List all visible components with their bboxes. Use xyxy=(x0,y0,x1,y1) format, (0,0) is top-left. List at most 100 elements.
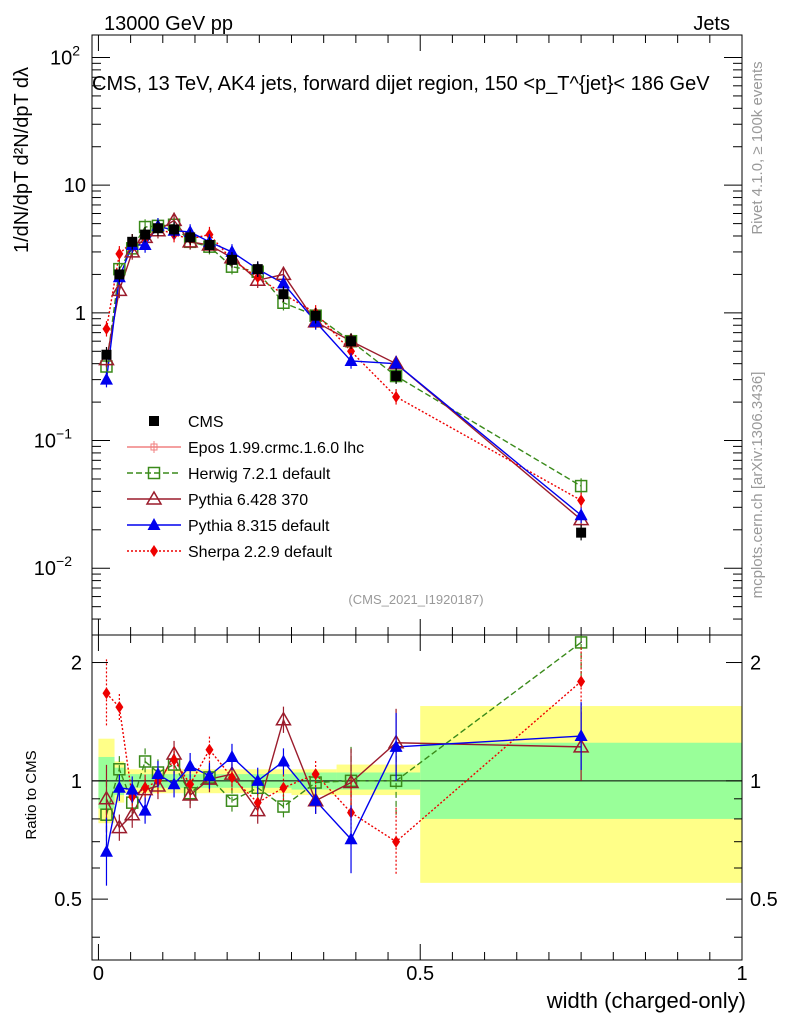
point-sherpa-2-2-9-default xyxy=(102,322,111,335)
point-sherpa-2-2-9-default xyxy=(115,247,124,260)
point-cms xyxy=(114,269,125,280)
ratio-point-pythia-6-428-370 xyxy=(249,802,267,817)
point-pythia-8-315-default xyxy=(574,508,588,521)
legend-marker-sherpa-2-2-9-default xyxy=(150,545,158,557)
ratio-xlabel: width (charged-only) xyxy=(546,988,746,1013)
main-series-lines xyxy=(105,219,582,521)
ratio-panel: 0.5 0.5 1 1 2 2 0 0.5 1 Ratio to CMS width (char… xyxy=(23,634,778,1013)
ratio-point-pythia-6-428-370 xyxy=(136,781,154,796)
legend-marker-cms xyxy=(149,416,159,426)
ratio-point-pythia-6-428-370 xyxy=(111,819,128,834)
main-ytick-label: 1 xyxy=(75,303,86,325)
legend-marker-pythia-8-315-default xyxy=(147,518,161,530)
point-pythia-8-315-default xyxy=(389,356,403,369)
ratio-point-sherpa-2-2-9-default xyxy=(253,796,262,809)
ratio-ytick-label: 1 xyxy=(71,771,82,793)
ratio-point-pythia-6-428-370 xyxy=(98,790,115,805)
series-line-pythia-6-428-370 xyxy=(105,219,582,521)
main-ytick-label: 10 xyxy=(64,175,86,197)
legend-marker-herwig-7-2-1-default xyxy=(147,466,161,480)
legend-marker-epos-1-99-crmc-1-6-0-lhc xyxy=(150,443,158,451)
ratio-point-pythia-8-315-default xyxy=(112,780,126,793)
ratio-point-pythia-8-315-default xyxy=(167,777,181,790)
point-cms xyxy=(310,310,321,321)
point-pythia-8-315-default xyxy=(225,244,239,257)
main-title: CMS, 13 TeV, AK4 jets, forward dijet reg… xyxy=(92,73,710,95)
ratio-ytick-label-right: 2 xyxy=(750,653,761,675)
ratio-point-herwig-7-2-1-default xyxy=(138,755,152,768)
point-sherpa-2-2-9-default xyxy=(392,390,401,403)
legend-label-herwig-7-2-1-default: Herwig 7.2.1 default xyxy=(188,466,331,483)
point-pythia-8-315-default xyxy=(138,237,152,250)
point-cms xyxy=(169,224,180,235)
point-sherpa-2-2-9-default xyxy=(253,271,262,284)
ratio-point-pythia-6-428-370 xyxy=(123,806,141,821)
ratio-point-pythia-8-315-default xyxy=(151,767,165,780)
point-cms xyxy=(346,336,357,347)
ratio-point-pythia-8-315-default xyxy=(225,749,239,762)
series-line-pythia-8-315-default xyxy=(105,225,582,516)
ratio-point-pythia-8-315-default xyxy=(138,803,152,816)
main-ytick-label: 102 xyxy=(50,42,80,69)
ratio-point-sherpa-2-2-9-default xyxy=(311,768,320,781)
ratio-point-sherpa-2-2-9-default xyxy=(186,778,195,791)
point-cms xyxy=(127,236,138,247)
ratio-point-herwig-7-2-1-default xyxy=(277,800,290,813)
point-pythia-8-315-default xyxy=(276,276,290,289)
legend-label-pythia-6-428-370: Pythia 6.428 370 xyxy=(188,492,308,509)
ratio-point-sherpa-2-2-9-default xyxy=(205,743,214,756)
ratio-point-pythia-8-315-default xyxy=(125,782,139,795)
ratio-point-pythia-8-315-default xyxy=(99,844,113,857)
legend-marker-pythia-6-428-370 xyxy=(145,490,163,505)
ratio-ytick-label: 0.5 xyxy=(54,889,82,911)
legend-label-pythia-8-315-default: Pythia 8.315 default xyxy=(188,518,330,535)
point-cms xyxy=(204,239,215,250)
ratio-point-herwig-7-2-1-default xyxy=(225,794,239,807)
ratio-point-sherpa-2-2-9-default xyxy=(141,781,150,794)
ratio-point-sherpa-2-2-9-default xyxy=(102,687,111,700)
main-ylabel: 1/dN/dpT d²N/dpT dλ xyxy=(11,67,33,253)
main-panel: 10−2 10−1 1 10 102 CMS, 13 TeV, AK4 jets, fo… xyxy=(11,34,743,636)
point-cms xyxy=(391,371,402,382)
point-pythia-8-315-default xyxy=(99,372,113,385)
point-pythia-6-428-370 xyxy=(111,281,128,297)
ratio-series-markers xyxy=(98,635,590,886)
ratio-ytick-label-right: 0.5 xyxy=(750,889,778,911)
point-sherpa-2-2-9-default xyxy=(577,494,586,507)
ratio-point-pythia-8-315-default xyxy=(309,793,323,806)
ratio-point-pythia-6-428-370 xyxy=(275,711,292,726)
ratio-point-pythia-6-428-370 xyxy=(149,777,167,792)
point-herwig-7-2-1-default xyxy=(574,479,588,493)
main-title-text: CMS, 13 TeV, AK4 jets, forward dijet reg… xyxy=(92,73,710,95)
ratio-xtick-label: 1 xyxy=(736,963,747,985)
point-cms xyxy=(185,232,196,243)
legend-label-sherpa-2-2-9-default: Sherpa 2.2.9 default xyxy=(188,544,333,561)
point-sherpa-2-2-9-default xyxy=(347,345,356,358)
ratio-point-pythia-8-315-default xyxy=(389,739,403,752)
ratio-ytick-label: 2 xyxy=(71,653,82,675)
point-pythia-6-428-370 xyxy=(249,271,267,287)
ratio-point-sherpa-2-2-9-default xyxy=(115,701,124,714)
ratio-point-pythia-6-428-370 xyxy=(181,786,199,801)
ratio-xtick-label: 0.5 xyxy=(406,963,434,985)
ratio-point-sherpa-2-2-9-default xyxy=(392,835,401,848)
point-pythia-8-315-default xyxy=(344,353,358,366)
point-cms xyxy=(140,229,151,240)
ratio-point-pythia-8-315-default xyxy=(202,768,216,781)
ratio-point-sherpa-2-2-9-default xyxy=(279,781,288,794)
point-cms xyxy=(278,289,289,300)
ratio-point-pythia-8-315-default xyxy=(574,729,588,742)
main-ticks: 10−2 10−1 1 10 102 xyxy=(34,35,743,636)
point-cms xyxy=(101,349,112,360)
side-label-mcplots: mcplots.cern.ch [arXiv:1306.3436] xyxy=(749,372,766,599)
ratio-point-sherpa-2-2-9-default xyxy=(227,771,236,784)
legend-label-cms: CMS xyxy=(188,414,224,431)
point-cms xyxy=(226,254,237,265)
ratio-point-pythia-8-315-default xyxy=(276,754,290,767)
main-series-markers xyxy=(98,211,590,541)
main-ytick-label: 10−1 xyxy=(34,426,72,453)
ratio-xtick-label: 0 xyxy=(93,963,104,985)
ratio-frame xyxy=(91,634,743,961)
ratio-ytick-label-right: 1 xyxy=(750,771,761,793)
